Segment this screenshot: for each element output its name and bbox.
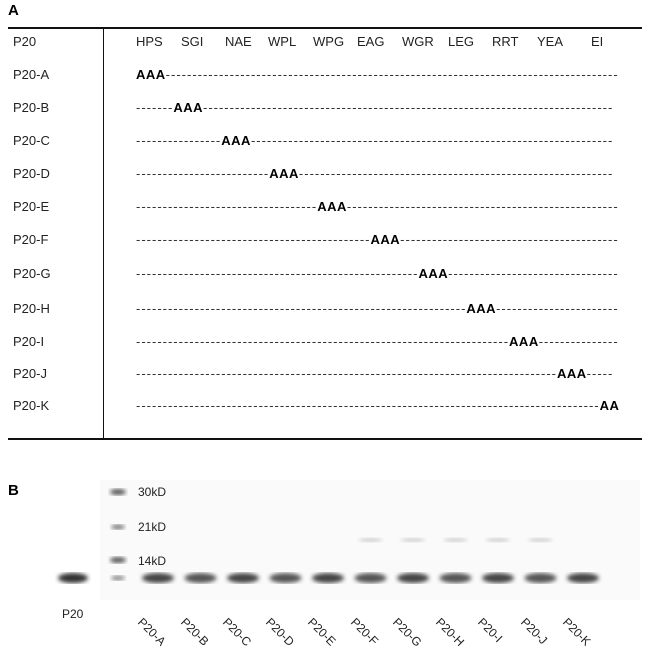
- mutation: AAA: [317, 199, 347, 214]
- dashes: ----------------------------------------…: [136, 301, 466, 316]
- residue-triplet: SGI: [181, 34, 203, 50]
- lane-band: [355, 573, 387, 583]
- residue-triplet: WPL: [268, 34, 296, 50]
- row-name: P20-G: [13, 266, 51, 282]
- dashes: -------------------------: [136, 166, 269, 181]
- lane-band: [440, 573, 472, 583]
- row-name: P20-C: [13, 133, 50, 149]
- mutation: AAA: [418, 266, 448, 281]
- control-band: [58, 573, 88, 583]
- control-label: P20: [62, 606, 83, 622]
- figure: A P20 B 30kD 21kD 14kD P20 HPSSGINAEWPLW…: [0, 0, 649, 651]
- row-name: P20-D: [13, 166, 50, 182]
- sequence: ----------------------------------AAA---…: [136, 199, 619, 215]
- residue-triplet: RRT: [492, 34, 518, 50]
- dashes: ----------------------------------------…: [203, 100, 613, 115]
- sequence: ----------------------------------------…: [136, 398, 619, 414]
- residue-triplet: YEA: [537, 34, 563, 50]
- residue-triplet: LEG: [448, 34, 474, 50]
- residue-triplet: WGR: [402, 34, 434, 50]
- row-name: P20-I: [13, 334, 44, 350]
- marker-label: 30kD: [138, 484, 166, 500]
- lane-band: [525, 573, 557, 583]
- dashes: ----------------------------------------…: [136, 366, 557, 381]
- dashes: ----------------------------------------…: [136, 398, 600, 413]
- dashes: --------------------------------: [448, 266, 619, 281]
- residue-triplet: EI: [591, 34, 603, 50]
- sequence: ----------------------------------------…: [136, 266, 619, 282]
- row-name: P20-B: [13, 100, 49, 116]
- dashes: -------: [136, 100, 173, 115]
- row-name: P20-H: [13, 301, 50, 317]
- dashes: ----------------------------------------…: [400, 232, 619, 247]
- residue-triplet: NAE: [225, 34, 252, 50]
- faint-band: [401, 538, 425, 542]
- lane-band: [270, 573, 302, 583]
- mutation: AA: [600, 398, 620, 413]
- lane-band: [397, 573, 429, 583]
- lane-band: [142, 573, 174, 583]
- mutation: AAA: [173, 100, 203, 115]
- sequence: ----------------AAA---------------------…: [136, 133, 613, 149]
- faint-band: [359, 538, 383, 542]
- dashes: ----------------------------------: [136, 199, 317, 214]
- sequence: -------AAA------------------------------…: [136, 100, 613, 116]
- dashes: -----: [587, 366, 614, 381]
- dashes: ----------------------------------------…: [251, 133, 613, 148]
- row-name: P20-F: [13, 232, 48, 248]
- sequence: -------------------------AAA------------…: [136, 166, 613, 182]
- mutation: AAA: [370, 232, 400, 247]
- lane-band: [227, 573, 259, 583]
- marker-band: [111, 576, 125, 581]
- row-name: P20-J: [13, 366, 47, 382]
- dashes: ----------------------------------------…: [136, 334, 509, 349]
- dashes: ----------------------------------------…: [166, 67, 619, 82]
- faint-band: [444, 538, 468, 542]
- dashes: ----------------------------------------…: [299, 166, 613, 181]
- dashes: ----------------------------------------…: [136, 266, 418, 281]
- marker-band: [111, 525, 125, 530]
- sequence: AAA-------------------------------------…: [136, 67, 619, 83]
- marker-band: [110, 489, 126, 495]
- lane-band: [482, 573, 514, 583]
- faint-band: [486, 538, 510, 542]
- mutation: AAA: [557, 366, 587, 381]
- dashes: ----------------------------------------…: [347, 199, 619, 214]
- residue-triplet: EAG: [357, 34, 384, 50]
- dashes: ----------------------------------------…: [136, 232, 370, 247]
- dashes: -----------------------: [496, 301, 619, 316]
- lane-band: [567, 573, 599, 583]
- marker-label: 21kD: [138, 519, 166, 535]
- mutation: AAA: [269, 166, 299, 181]
- blot: [0, 0, 649, 651]
- row-name: P20-K: [13, 398, 49, 414]
- sequence: ----------------------------------------…: [136, 334, 619, 350]
- faint-band: [529, 538, 553, 542]
- row-name: P20-A: [13, 67, 49, 83]
- residue-triplet: HPS: [136, 34, 163, 50]
- dashes: ---------------: [539, 334, 619, 349]
- sequence: ----------------------------------------…: [136, 301, 619, 317]
- mutation: AAA: [509, 334, 539, 349]
- sequence: ----------------------------------------…: [136, 232, 619, 248]
- mutation: AAA: [221, 133, 251, 148]
- residue-triplet: WPG: [313, 34, 344, 50]
- dashes: ----------------: [136, 133, 221, 148]
- marker-label: 14kD: [138, 553, 166, 569]
- mutation: AAA: [466, 301, 496, 316]
- marker-band: [110, 557, 126, 563]
- mutation: AAA: [136, 67, 166, 82]
- lane-band: [312, 573, 344, 583]
- row-name: P20-E: [13, 199, 49, 215]
- lane-band: [185, 573, 217, 583]
- sequence: ----------------------------------------…: [136, 366, 613, 382]
